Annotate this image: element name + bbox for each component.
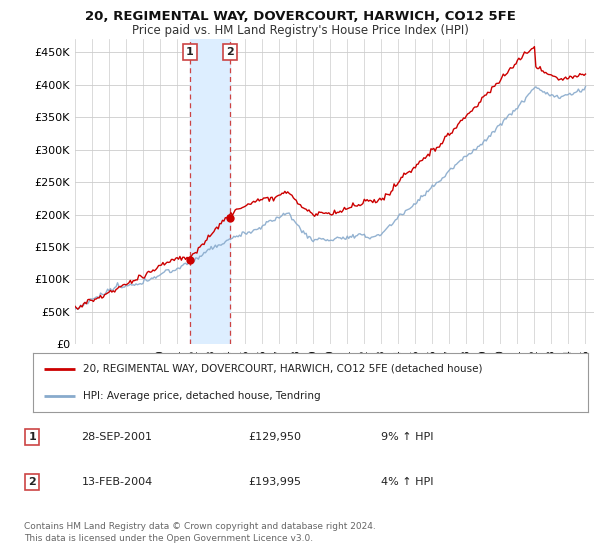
Bar (190, 39, 230, 344)
Text: £193,995: £193,995 (248, 477, 301, 487)
Text: £129,950: £129,950 (248, 432, 301, 442)
Text: 28-SEP-2001: 28-SEP-2001 (82, 432, 152, 442)
Text: Price paid vs. HM Land Registry's House Price Index (HPI): Price paid vs. HM Land Registry's House … (131, 24, 469, 36)
Text: 1: 1 (186, 47, 194, 57)
Text: 1: 1 (29, 432, 36, 442)
Text: 20, REGIMENTAL WAY, DOVERCOURT, HARWICH, CO12 5FE: 20, REGIMENTAL WAY, DOVERCOURT, HARWICH,… (85, 10, 515, 23)
Text: HPI: Average price, detached house, Tendring: HPI: Average price, detached house, Tend… (83, 391, 320, 401)
Text: 4% ↑ HPI: 4% ↑ HPI (381, 477, 433, 487)
Text: Contains HM Land Registry data © Crown copyright and database right 2024.
This d: Contains HM Land Registry data © Crown c… (24, 522, 376, 543)
Text: 20, REGIMENTAL WAY, DOVERCOURT, HARWICH, CO12 5FE (detached house): 20, REGIMENTAL WAY, DOVERCOURT, HARWICH,… (83, 363, 482, 374)
Text: 13-FEB-2004: 13-FEB-2004 (82, 477, 152, 487)
Text: 2: 2 (226, 47, 234, 57)
Text: 9% ↑ HPI: 9% ↑ HPI (381, 432, 433, 442)
Text: 2: 2 (29, 477, 36, 487)
